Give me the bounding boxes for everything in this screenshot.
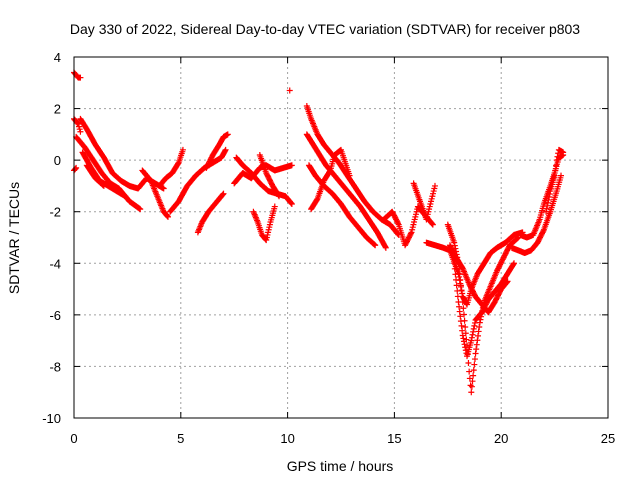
data-track bbox=[423, 229, 526, 308]
x-tick-label: 25 bbox=[601, 431, 615, 446]
data-track bbox=[543, 146, 567, 215]
chart-title: Day 330 of 2022, Sidereal Day-to-day VTE… bbox=[70, 21, 580, 37]
data-track bbox=[83, 162, 107, 189]
data-track bbox=[303, 131, 389, 251]
data-track bbox=[71, 164, 80, 174]
data-track bbox=[139, 167, 171, 220]
y-tick-label: -2 bbox=[49, 205, 61, 220]
y-tick-label: -4 bbox=[49, 256, 61, 271]
data-track bbox=[194, 190, 227, 236]
y-tick-label: -10 bbox=[42, 411, 61, 426]
data-track bbox=[286, 87, 293, 94]
grid-lines bbox=[74, 57, 608, 418]
y-tick-label: 0 bbox=[54, 153, 61, 168]
data-points bbox=[71, 69, 567, 396]
plot-frame bbox=[73, 56, 609, 419]
data-track bbox=[446, 242, 511, 316]
y-tick-label: -6 bbox=[49, 308, 61, 323]
data-track bbox=[444, 221, 522, 396]
data-track bbox=[256, 151, 283, 200]
x-tick-label: 5 bbox=[177, 431, 184, 446]
axis-ticks bbox=[73, 56, 609, 419]
data-track bbox=[308, 146, 353, 213]
x-axis-label: GPS time / hours bbox=[287, 458, 394, 474]
data-track bbox=[508, 172, 565, 256]
data-track bbox=[73, 133, 144, 213]
y-tick-labels: -10 -8 -6 -4 -2 0 2 4 bbox=[42, 50, 61, 426]
data-track bbox=[71, 69, 84, 81]
data-track bbox=[77, 115, 167, 192]
data-track bbox=[156, 146, 186, 189]
x-tick-label: 15 bbox=[387, 431, 401, 446]
data-track bbox=[410, 180, 438, 223]
data-track bbox=[203, 131, 231, 171]
x-tick-labels: 0 5 10 15 20 25 bbox=[70, 431, 615, 446]
data-track bbox=[451, 260, 518, 360]
x-tick-label: 10 bbox=[280, 431, 294, 446]
data-track bbox=[250, 203, 278, 244]
y-tick-label: -8 bbox=[49, 359, 61, 374]
x-tick-label: 0 bbox=[70, 431, 77, 446]
y-tick-label: 2 bbox=[54, 102, 61, 117]
x-tick-label: 20 bbox=[494, 431, 508, 446]
y-axis-label: SDTVAR / TECUs bbox=[6, 182, 22, 294]
y-tick-label: 4 bbox=[54, 50, 61, 65]
data-track bbox=[167, 146, 229, 215]
